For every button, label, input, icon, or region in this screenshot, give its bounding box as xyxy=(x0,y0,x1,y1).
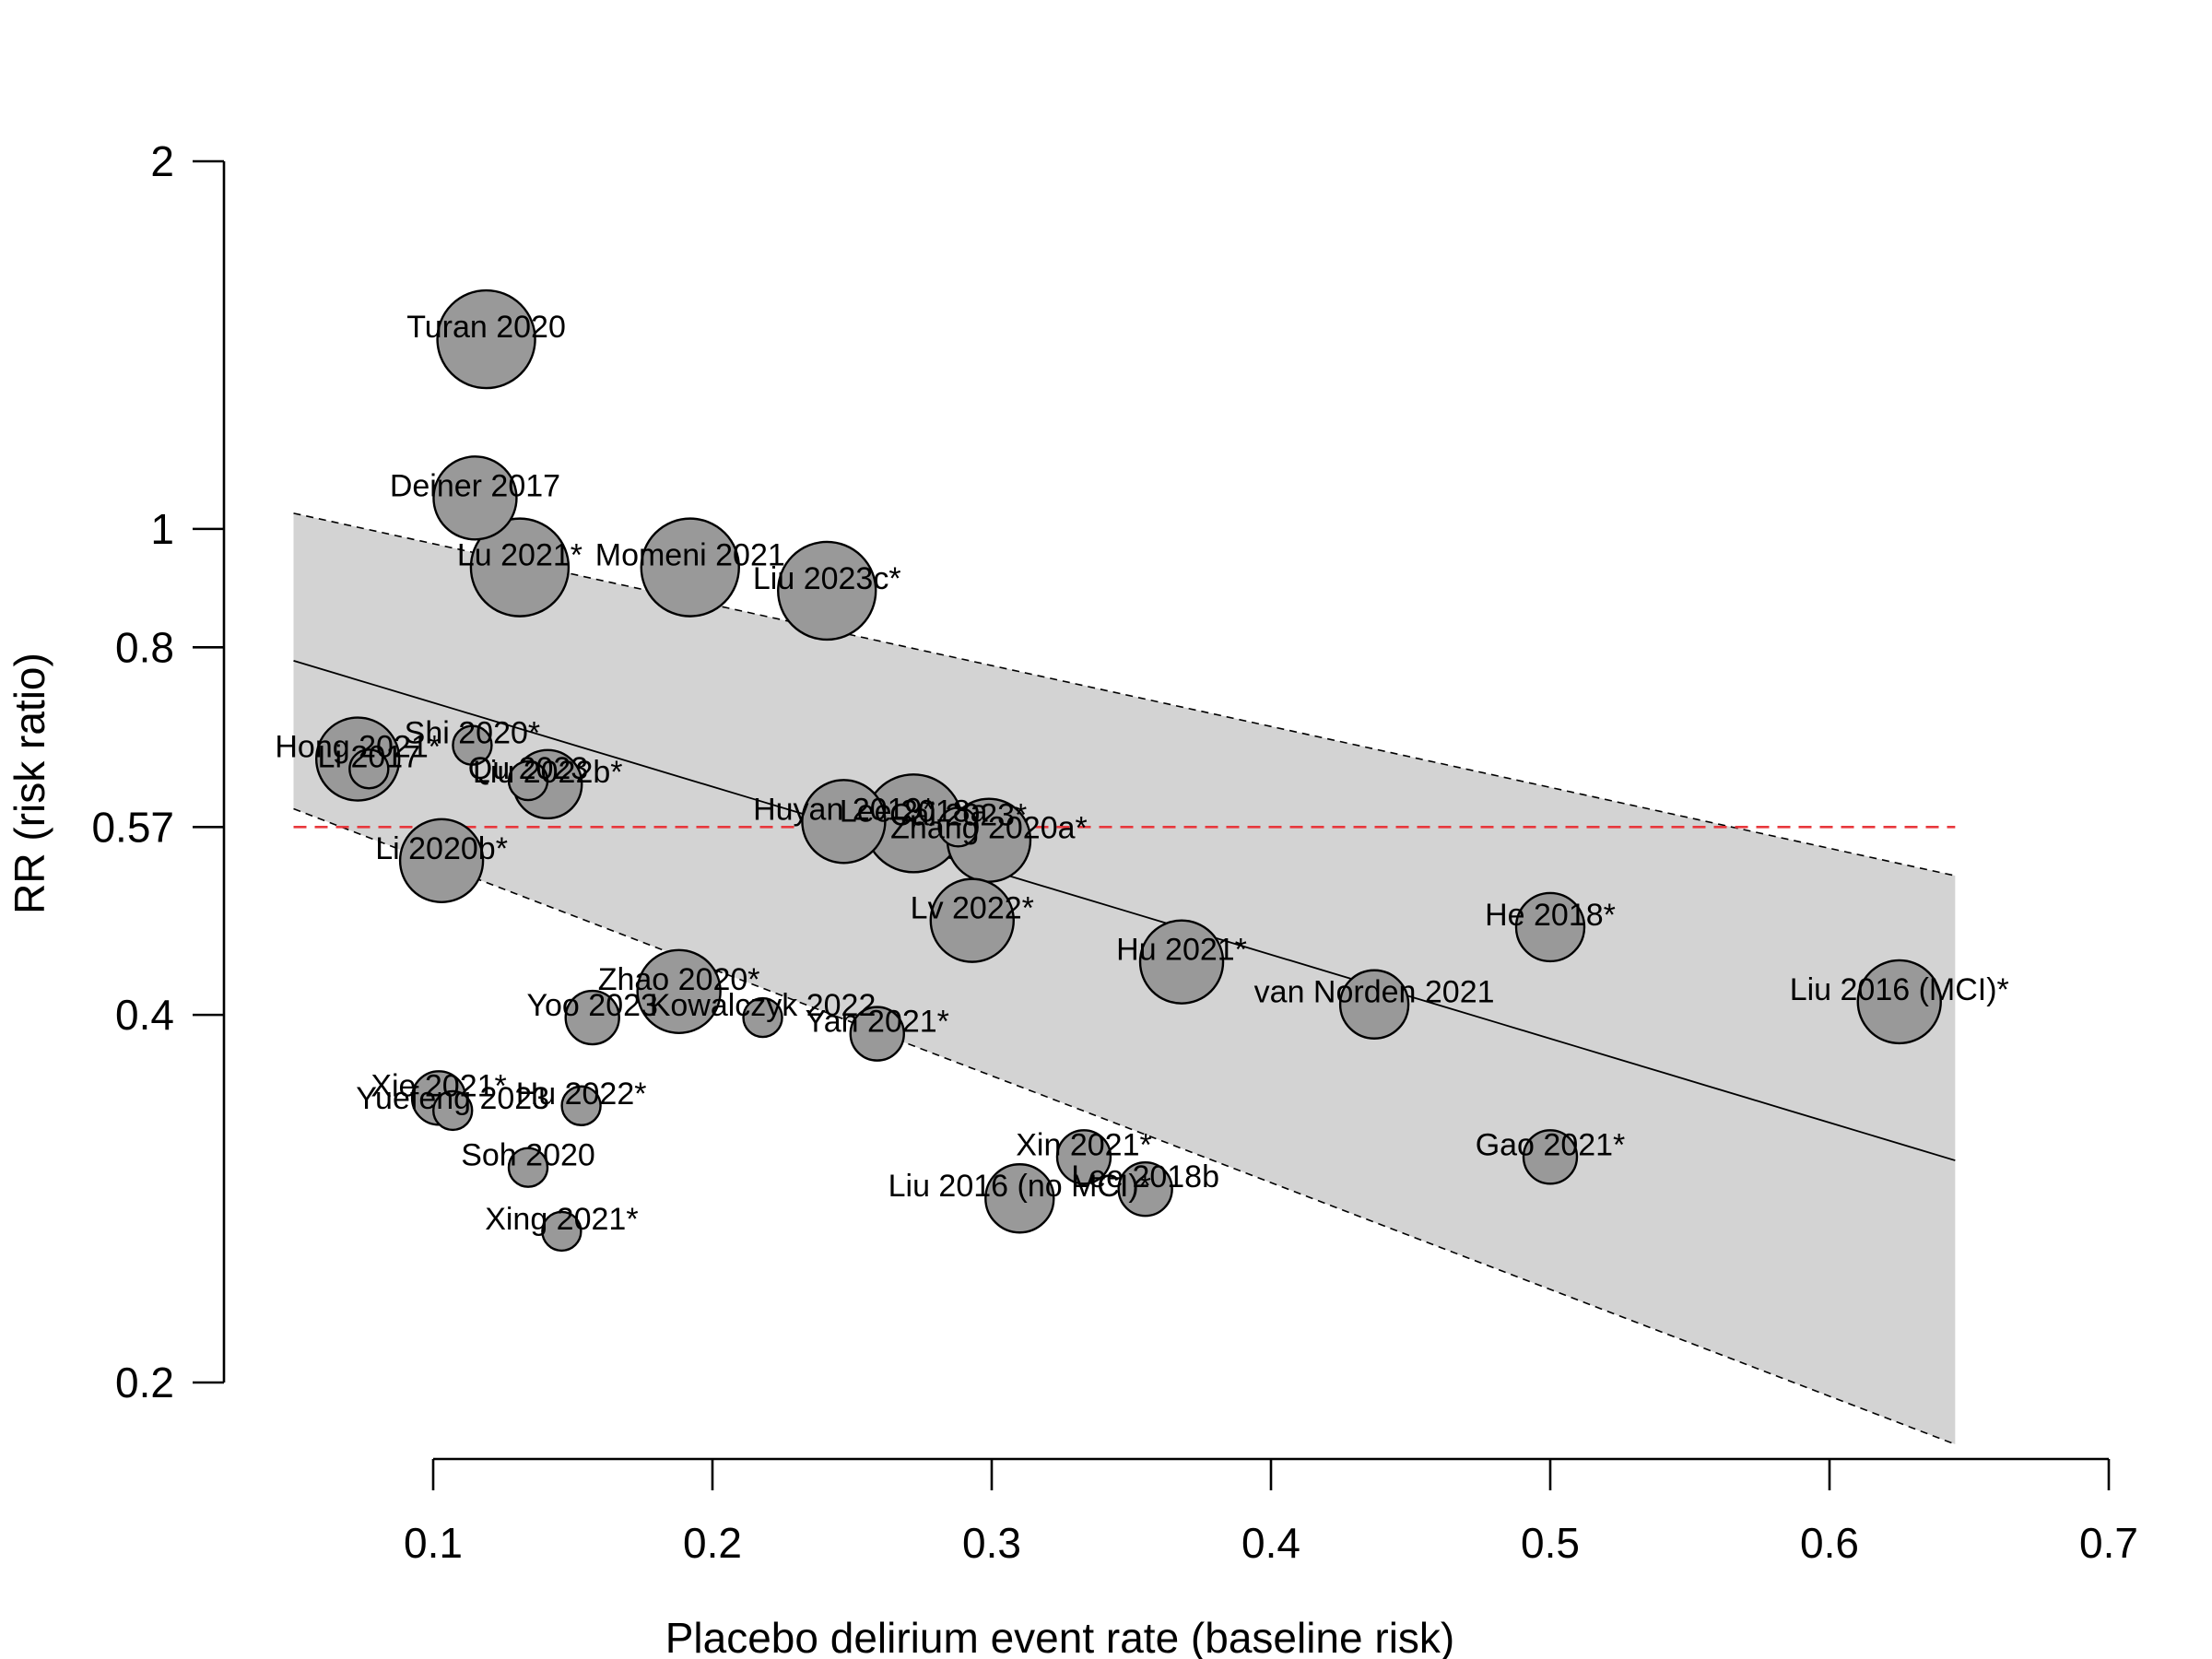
x-tick-label: 0.7 xyxy=(2079,1519,2138,1567)
point-label: Xie 2021* xyxy=(371,1068,506,1103)
point-label: Hu 2021* xyxy=(1116,933,1247,968)
data-point xyxy=(1338,969,1410,1040)
point-label: Hong 2021* xyxy=(275,730,441,765)
data-point xyxy=(507,759,549,802)
point-label: Li 2017 xyxy=(318,739,421,774)
y-tick-label: 0.4 xyxy=(115,991,174,1039)
data-point xyxy=(929,877,1015,963)
x-tick-label: 0.2 xyxy=(683,1519,742,1567)
ci-band-area xyxy=(293,512,1956,1445)
point-label: Soh 2020 xyxy=(461,1138,595,1173)
data-point xyxy=(1055,1129,1112,1185)
data-point xyxy=(937,806,979,848)
data-point xyxy=(1138,919,1225,1005)
x-axis-title: Placebo delirium event rate (baseline ri… xyxy=(665,1614,1455,1659)
x-axis: 0.1 0.2 0.3 0.4 0.5 0.6 0.7 xyxy=(404,1457,2138,1567)
x-tick-label: 0.1 xyxy=(404,1519,463,1567)
point-label: Yoo 2023 xyxy=(526,988,657,1023)
point-label: Momeni 2021 xyxy=(595,538,785,573)
point-label: Lv 2022* xyxy=(911,891,1034,926)
point-label: Lu 2021* xyxy=(457,538,582,573)
point-label: Kowalczyk 2022 xyxy=(650,988,877,1023)
confidence-band xyxy=(293,512,1956,1445)
data-point xyxy=(742,996,783,1039)
point-label: Turan 2020 xyxy=(406,310,566,345)
y-tick-label: 0.8 xyxy=(115,623,174,671)
point-label: Cai 2023* xyxy=(889,797,1027,832)
data-point xyxy=(1522,1129,1579,1185)
point-label: Liu 2023c* xyxy=(753,561,901,596)
point-label: Liu 2022b* xyxy=(473,755,623,790)
point-label: Yan 2021* xyxy=(806,1005,949,1040)
data-point xyxy=(636,948,722,1035)
data-point xyxy=(849,1006,905,1062)
point-label: van Norden 2021 xyxy=(1254,975,1495,1010)
data-point xyxy=(1117,1160,1173,1218)
point-labels: Turan 2020 Deiner 2017 Lu 2021* Momeni 2021… xyxy=(275,310,2008,1237)
fit-line xyxy=(293,659,1956,1161)
data-point xyxy=(432,455,518,541)
data-point xyxy=(436,288,536,390)
point-label: Lee 2018b xyxy=(1071,1159,1219,1194)
point-label: Hu 2022* xyxy=(516,1077,647,1112)
point-label: Qu 2023 xyxy=(468,751,588,786)
point-label: Shi 2020* xyxy=(405,716,540,751)
data-point xyxy=(1514,891,1586,963)
point-label: Zhang 2020a* xyxy=(890,811,1088,846)
point-label: Xing 2021* xyxy=(485,1202,638,1237)
data-point xyxy=(801,779,887,865)
data-point xyxy=(452,724,493,766)
y-tick-label: 0.2 xyxy=(115,1359,174,1406)
point-label: Yuefeng 2023 xyxy=(356,1081,549,1116)
data-point xyxy=(1856,959,1942,1045)
point-label: Lee 2018a xyxy=(840,794,988,829)
data-points xyxy=(314,288,1942,1253)
data-point xyxy=(432,1089,474,1132)
data-point xyxy=(469,517,571,618)
point-label: Liu 2016 (MCI)* xyxy=(1790,972,2009,1007)
point-label: Liu 2016 (no MCI)* xyxy=(888,1169,1151,1204)
data-point xyxy=(398,818,485,903)
y-axis: 0.2 0.4 0.57 0.8 1 2 xyxy=(91,137,226,1406)
data-point xyxy=(560,1085,602,1126)
x-tick-label: 0.3 xyxy=(962,1519,1021,1567)
regression-line xyxy=(293,659,1956,1161)
point-label: Huyan 2019* xyxy=(753,792,935,827)
data-point xyxy=(541,1210,582,1253)
data-point xyxy=(777,540,877,641)
x-tick-label: 0.6 xyxy=(1800,1519,1859,1567)
point-label: Xin 2021* xyxy=(1016,1127,1151,1162)
y-tick-label: 0.57 xyxy=(91,803,174,851)
point-label: Zhao 2020* xyxy=(598,962,760,997)
y-tick-label: 1 xyxy=(150,505,174,553)
point-label: Deiner 2017 xyxy=(390,468,560,503)
data-point xyxy=(507,1147,549,1188)
x-tick-label: 0.5 xyxy=(1521,1519,1580,1567)
y-tick-label: 2 xyxy=(150,137,174,185)
data-point xyxy=(564,989,620,1046)
point-label: He 2018* xyxy=(1485,898,1616,933)
y-axis-title: RR (risk ratio) xyxy=(6,653,53,914)
point-label: Li 2020b* xyxy=(375,831,508,866)
data-point xyxy=(984,1163,1055,1234)
data-point xyxy=(640,517,740,618)
point-label: Gao 2021* xyxy=(1476,1127,1626,1162)
data-point xyxy=(348,748,390,790)
x-tick-label: 0.4 xyxy=(1241,1519,1300,1567)
